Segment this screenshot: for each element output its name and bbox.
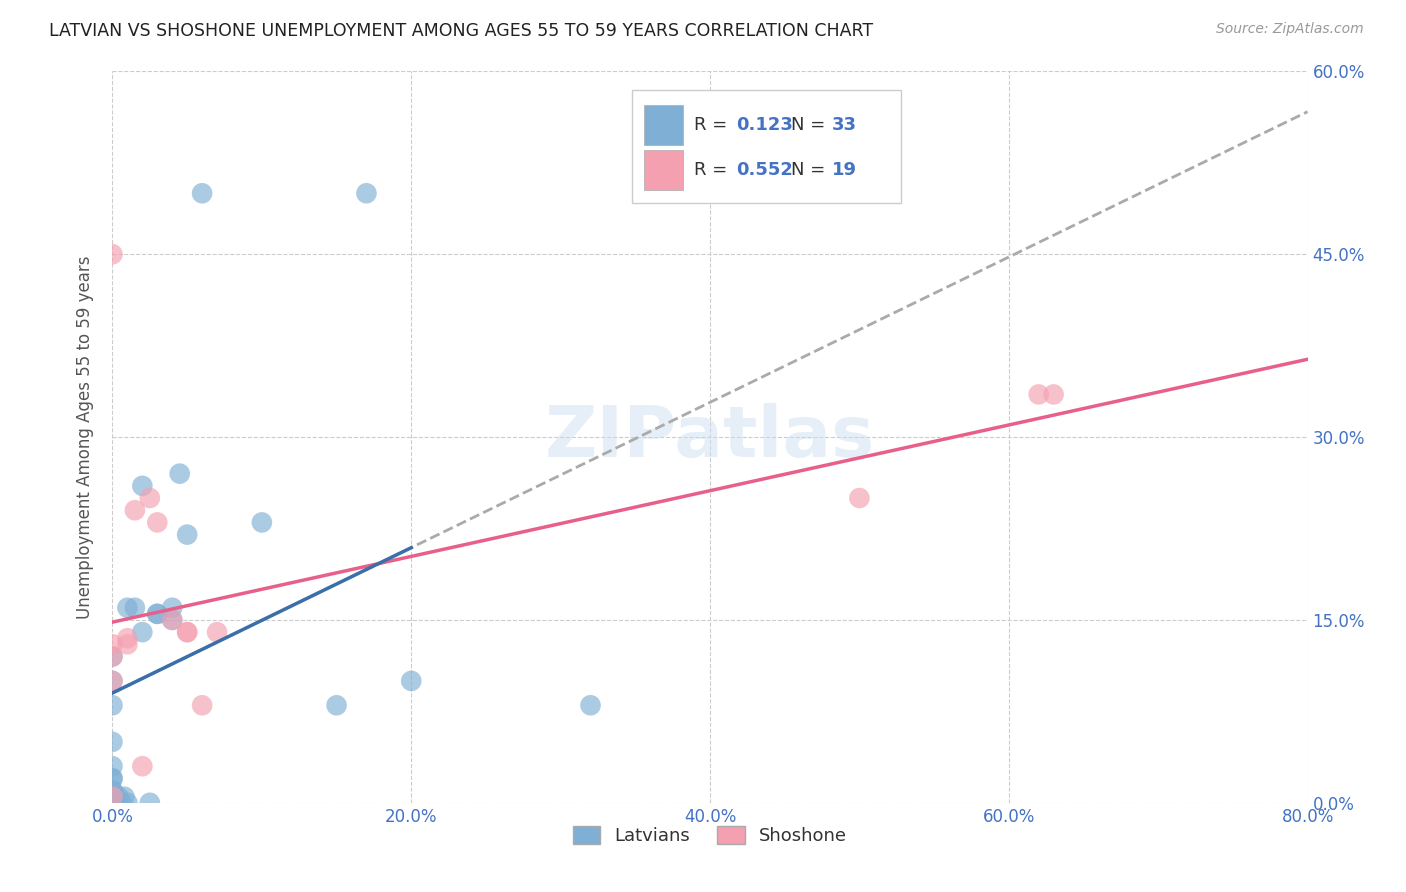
Point xyxy=(146,607,169,621)
Point xyxy=(101,796,124,810)
Point xyxy=(101,637,124,651)
Point xyxy=(250,516,273,530)
Point xyxy=(131,625,153,640)
Point xyxy=(117,796,139,810)
Point xyxy=(848,491,870,505)
Text: ZIPatlas: ZIPatlas xyxy=(546,402,875,472)
Point xyxy=(101,698,124,713)
Point xyxy=(101,649,124,664)
Point xyxy=(101,789,124,804)
Point xyxy=(139,796,162,810)
Point xyxy=(117,600,139,615)
Point xyxy=(101,789,124,804)
Point xyxy=(110,796,132,810)
Text: N =: N = xyxy=(792,161,831,179)
Point xyxy=(205,625,228,640)
Point xyxy=(176,527,198,541)
Text: Source: ZipAtlas.com: Source: ZipAtlas.com xyxy=(1216,22,1364,37)
Text: 19: 19 xyxy=(832,161,856,179)
Text: R =: R = xyxy=(695,116,734,134)
Point xyxy=(176,625,198,640)
Point xyxy=(101,772,124,786)
Text: N =: N = xyxy=(792,116,831,134)
Point xyxy=(114,789,135,804)
Point xyxy=(131,479,153,493)
Point xyxy=(107,789,129,804)
Point xyxy=(176,625,198,640)
Point xyxy=(101,772,124,786)
Point xyxy=(101,673,124,688)
Point xyxy=(101,649,124,664)
Text: 33: 33 xyxy=(832,116,856,134)
Point xyxy=(162,600,183,615)
Y-axis label: Unemployment Among Ages 55 to 59 years: Unemployment Among Ages 55 to 59 years xyxy=(76,255,94,619)
Point xyxy=(1028,387,1050,401)
Point xyxy=(191,186,214,201)
Point xyxy=(101,735,124,749)
Text: 0.123: 0.123 xyxy=(737,116,793,134)
FancyBboxPatch shape xyxy=(633,90,901,203)
Point xyxy=(579,698,602,713)
Point xyxy=(124,600,146,615)
Point xyxy=(124,503,146,517)
Bar xyxy=(644,104,682,145)
Text: R =: R = xyxy=(695,161,734,179)
Point xyxy=(146,516,169,530)
Text: 0.552: 0.552 xyxy=(737,161,793,179)
Point xyxy=(139,491,162,505)
Point xyxy=(162,613,183,627)
Point xyxy=(401,673,423,688)
Point xyxy=(101,783,124,797)
Point xyxy=(162,613,183,627)
Point xyxy=(117,637,139,651)
Point xyxy=(169,467,191,481)
Point xyxy=(104,789,127,804)
Bar xyxy=(644,150,682,190)
Legend: Latvians, Shoshone: Latvians, Shoshone xyxy=(565,819,855,852)
Point xyxy=(117,632,139,646)
Point xyxy=(1042,387,1064,401)
Point xyxy=(101,759,124,773)
Point xyxy=(101,673,124,688)
Point xyxy=(101,247,124,261)
Point xyxy=(101,783,124,797)
Point xyxy=(356,186,378,201)
Point xyxy=(191,698,214,713)
Text: LATVIAN VS SHOSHONE UNEMPLOYMENT AMONG AGES 55 TO 59 YEARS CORRELATION CHART: LATVIAN VS SHOSHONE UNEMPLOYMENT AMONG A… xyxy=(49,22,873,40)
Point xyxy=(131,759,153,773)
Point xyxy=(325,698,347,713)
Point xyxy=(146,607,169,621)
